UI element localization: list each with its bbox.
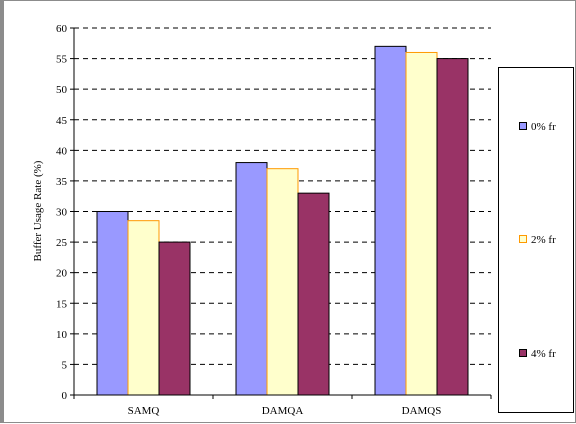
y-tick-label-0: 0 [62,390,68,402]
y-tick-label-40: 40 [56,145,68,157]
legend-swatch-0 [519,122,527,131]
y-tick-label-5: 5 [62,359,68,371]
y-tick-label-25: 25 [56,237,68,249]
y-axis-label-text: Buffer Usage Rate (%) [32,160,44,262]
y-tick-label-55: 55 [56,54,68,66]
bar-damqs-series-0 [374,45,407,396]
bar-samq-series-1 [127,220,160,396]
bar-damqa-series-0 [235,162,268,396]
x-tick-label-damqa: DAMQA [262,405,304,417]
legend: 0% fr 2% fr 4% fr [498,67,574,413]
y-tick-label-60: 60 [56,23,68,35]
legend-label-2: 4% fr [531,348,556,360]
tick-labels: 0 5 10 15 20 25 30 35 40 45 50 55 60 SAMQ DAMQA DAMQS [56,23,441,417]
y-tick-label-45: 45 [56,115,68,127]
y-tick-label-10: 10 [56,329,68,341]
bar-damqa-series-1 [266,168,299,396]
x-tick-label-samq: SAMQ [128,405,160,417]
legend-swatch-2 [519,349,527,358]
bar-damqs-series-1 [405,51,438,396]
x-tick-label-damqs: DAMQS [402,405,442,417]
legend-item-0: 0% fr [519,121,556,133]
bar-samq-series-2 [158,241,191,396]
bar-samq-series-0 [96,211,129,396]
y-tick-label-15: 15 [56,298,68,310]
legend-label-1: 2% fr [531,234,556,246]
legend-swatch-1 [519,235,527,244]
bar-damqa-series-2 [297,192,330,396]
y-tick-label-30: 30 [56,207,68,219]
bar-damqs-series-2 [436,58,469,396]
bars [96,45,469,396]
legend-label-0: 0% fr [531,121,556,133]
y-tick-label-20: 20 [56,268,68,280]
legend-item-1: 2% fr [519,234,556,246]
axes [70,27,492,399]
y-tick-label-35: 35 [56,176,68,188]
chart-plot: 0 5 10 15 20 25 30 35 40 45 50 55 60 SAMQ DAMQA DAMQS [56,23,492,417]
y-tick-label-50: 50 [56,84,68,96]
legend-item-2: 4% fr [519,348,556,360]
